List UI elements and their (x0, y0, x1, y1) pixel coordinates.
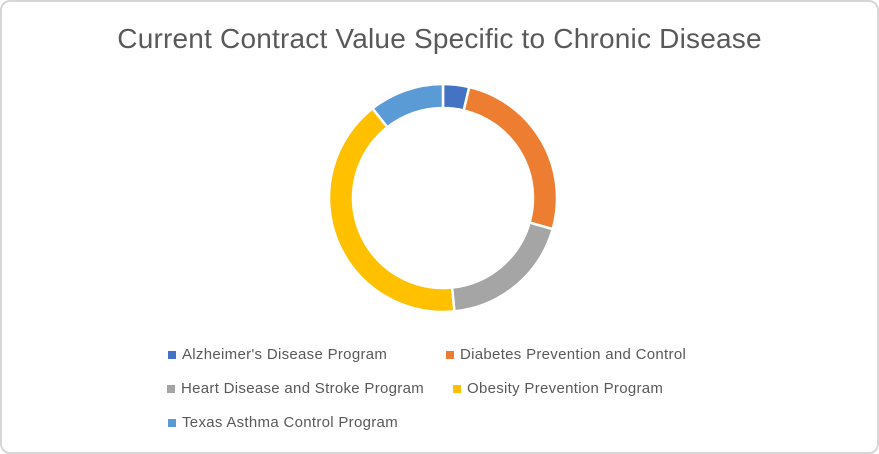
donut-slice-4[interactable] (371, 82, 445, 129)
legend-swatch-icon (453, 385, 461, 393)
legend-label: Alzheimer's Disease Program (182, 346, 388, 363)
donut-slice-1[interactable] (462, 85, 559, 231)
legend-item-diabetes-prevention-and-control[interactable]: Diabetes Prevention and Control (446, 346, 686, 363)
legend-swatch-icon (168, 351, 176, 359)
legend-label: Texas Asthma Control Program (182, 414, 398, 431)
legend-item-alzheimers-disease-program[interactable]: Alzheimer's Disease Program (168, 346, 387, 363)
doughnut-chart (327, 82, 559, 314)
legend-label: Diabetes Prevention and Control (460, 346, 687, 363)
legend-item-texas-asthma-control-program[interactable]: Texas Asthma Control Program (168, 414, 398, 431)
legend-item-obesity-prevention-program[interactable]: Obesity Prevention Program (453, 380, 663, 397)
donut-slice-2[interactable] (450, 221, 554, 313)
legend-swatch-icon (168, 419, 176, 427)
donut-slice-3[interactable] (327, 107, 456, 314)
legend-label: Obesity Prevention Program (467, 380, 664, 397)
legend-swatch-icon (167, 385, 175, 393)
legend-swatch-icon (446, 351, 454, 359)
chart-title: Current Contract Value Specific to Chron… (117, 23, 762, 54)
legend-item-heart-disease-and-stroke-program[interactable]: Heart Disease and Stroke Program (167, 380, 424, 397)
legend-label: Heart Disease and Stroke Program (181, 380, 425, 397)
